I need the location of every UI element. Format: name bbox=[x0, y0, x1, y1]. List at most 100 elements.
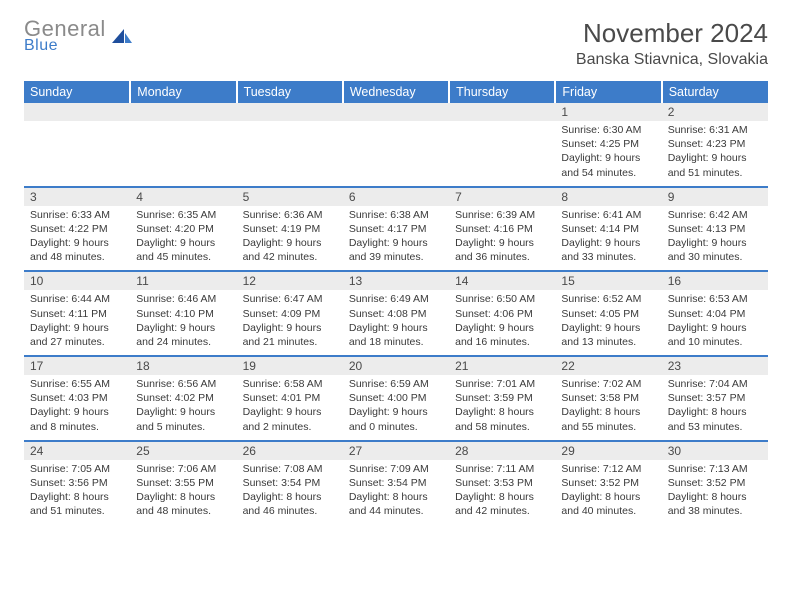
logo-text-blue: Blue bbox=[24, 38, 58, 54]
daylight-text: Daylight: 8 hours and 55 minutes. bbox=[561, 405, 655, 433]
day-cell: Sunrise: 6:46 AMSunset: 4:10 PMDaylight:… bbox=[130, 290, 236, 356]
sunrise-text: Sunrise: 7:04 AM bbox=[668, 377, 762, 391]
content-row: Sunrise: 6:33 AMSunset: 4:22 PMDaylight:… bbox=[24, 206, 768, 272]
day-number: 7 bbox=[449, 188, 555, 206]
day-number: 11 bbox=[130, 272, 236, 290]
day-number: 5 bbox=[237, 188, 343, 206]
sunset-text: Sunset: 3:54 PM bbox=[349, 476, 443, 490]
day-cell: Sunrise: 7:04 AMSunset: 3:57 PMDaylight:… bbox=[662, 375, 768, 441]
day-header: Monday bbox=[130, 81, 236, 103]
sunrise-text: Sunrise: 7:12 AM bbox=[561, 462, 655, 476]
sunrise-text: Sunrise: 6:52 AM bbox=[561, 292, 655, 306]
day-cell: Sunrise: 6:56 AMSunset: 4:02 PMDaylight:… bbox=[130, 375, 236, 441]
sunrise-text: Sunrise: 6:56 AM bbox=[136, 377, 230, 391]
daylight-text: Daylight: 9 hours and 27 minutes. bbox=[30, 321, 124, 349]
sunrise-text: Sunrise: 6:44 AM bbox=[30, 292, 124, 306]
daynum-row: 3456789 bbox=[24, 188, 768, 206]
sunset-text: Sunset: 4:25 PM bbox=[561, 137, 655, 151]
sunset-text: Sunset: 4:09 PM bbox=[243, 307, 337, 321]
day-cell: Sunrise: 7:11 AMSunset: 3:53 PMDaylight:… bbox=[449, 460, 555, 525]
day-cell bbox=[343, 121, 449, 187]
sunrise-text: Sunrise: 7:13 AM bbox=[668, 462, 762, 476]
day-number: 1 bbox=[555, 103, 661, 121]
logo: General Blue bbox=[24, 18, 134, 54]
day-header: Thursday bbox=[449, 81, 555, 103]
day-number: 26 bbox=[237, 442, 343, 460]
sunset-text: Sunset: 4:06 PM bbox=[455, 307, 549, 321]
day-number: 29 bbox=[555, 442, 661, 460]
sunrise-text: Sunrise: 7:11 AM bbox=[455, 462, 549, 476]
day-cell: Sunrise: 7:13 AMSunset: 3:52 PMDaylight:… bbox=[662, 460, 768, 525]
day-cell: Sunrise: 6:38 AMSunset: 4:17 PMDaylight:… bbox=[343, 206, 449, 272]
sunset-text: Sunset: 3:53 PM bbox=[455, 476, 549, 490]
day-number: 8 bbox=[555, 188, 661, 206]
day-cell: Sunrise: 6:50 AMSunset: 4:06 PMDaylight:… bbox=[449, 290, 555, 356]
day-number: 18 bbox=[130, 357, 236, 375]
sunrise-text: Sunrise: 6:31 AM bbox=[668, 123, 762, 137]
daylight-text: Daylight: 9 hours and 13 minutes. bbox=[561, 321, 655, 349]
day-number: 10 bbox=[24, 272, 130, 290]
daylight-text: Daylight: 9 hours and 36 minutes. bbox=[455, 236, 549, 264]
day-number: 4 bbox=[130, 188, 236, 206]
calendar-table: SundayMondayTuesdayWednesdayThursdayFrid… bbox=[24, 81, 768, 524]
day-cell: Sunrise: 6:44 AMSunset: 4:11 PMDaylight:… bbox=[24, 290, 130, 356]
sunset-text: Sunset: 3:55 PM bbox=[136, 476, 230, 490]
daylight-text: Daylight: 9 hours and 33 minutes. bbox=[561, 236, 655, 264]
day-cell bbox=[130, 121, 236, 187]
day-cell: Sunrise: 6:55 AMSunset: 4:03 PMDaylight:… bbox=[24, 375, 130, 441]
content-row: Sunrise: 6:55 AMSunset: 4:03 PMDaylight:… bbox=[24, 375, 768, 441]
sunrise-text: Sunrise: 6:39 AM bbox=[455, 208, 549, 222]
day-cell: Sunrise: 7:01 AMSunset: 3:59 PMDaylight:… bbox=[449, 375, 555, 441]
sunrise-text: Sunrise: 7:08 AM bbox=[243, 462, 337, 476]
day-number bbox=[24, 103, 130, 121]
daylight-text: Daylight: 9 hours and 42 minutes. bbox=[243, 236, 337, 264]
daylight-text: Daylight: 8 hours and 38 minutes. bbox=[668, 490, 762, 518]
day-number bbox=[130, 103, 236, 121]
daylight-text: Daylight: 9 hours and 8 minutes. bbox=[30, 405, 124, 433]
daylight-text: Daylight: 8 hours and 48 minutes. bbox=[136, 490, 230, 518]
sunset-text: Sunset: 4:08 PM bbox=[349, 307, 443, 321]
sunset-text: Sunset: 4:16 PM bbox=[455, 222, 549, 236]
day-number: 22 bbox=[555, 357, 661, 375]
sunset-text: Sunset: 4:14 PM bbox=[561, 222, 655, 236]
day-number: 20 bbox=[343, 357, 449, 375]
day-number bbox=[449, 103, 555, 121]
day-number: 25 bbox=[130, 442, 236, 460]
daylight-text: Daylight: 9 hours and 48 minutes. bbox=[30, 236, 124, 264]
day-number: 30 bbox=[662, 442, 768, 460]
day-cell: Sunrise: 7:02 AMSunset: 3:58 PMDaylight:… bbox=[555, 375, 661, 441]
sunrise-text: Sunrise: 7:02 AM bbox=[561, 377, 655, 391]
sunrise-text: Sunrise: 6:30 AM bbox=[561, 123, 655, 137]
sunset-text: Sunset: 4:10 PM bbox=[136, 307, 230, 321]
daylight-text: Daylight: 9 hours and 10 minutes. bbox=[668, 321, 762, 349]
daylight-text: Daylight: 9 hours and 30 minutes. bbox=[668, 236, 762, 264]
day-cell: Sunrise: 6:52 AMSunset: 4:05 PMDaylight:… bbox=[555, 290, 661, 356]
day-cell: Sunrise: 7:06 AMSunset: 3:55 PMDaylight:… bbox=[130, 460, 236, 525]
day-header-row: SundayMondayTuesdayWednesdayThursdayFrid… bbox=[24, 81, 768, 103]
sunrise-text: Sunrise: 6:59 AM bbox=[349, 377, 443, 391]
day-number: 12 bbox=[237, 272, 343, 290]
day-number: 15 bbox=[555, 272, 661, 290]
sunset-text: Sunset: 4:13 PM bbox=[668, 222, 762, 236]
sunrise-text: Sunrise: 6:35 AM bbox=[136, 208, 230, 222]
day-cell bbox=[24, 121, 130, 187]
day-cell: Sunrise: 6:53 AMSunset: 4:04 PMDaylight:… bbox=[662, 290, 768, 356]
day-number: 19 bbox=[237, 357, 343, 375]
day-header: Friday bbox=[555, 81, 661, 103]
day-cell: Sunrise: 6:58 AMSunset: 4:01 PMDaylight:… bbox=[237, 375, 343, 441]
daynum-row: 17181920212223 bbox=[24, 357, 768, 375]
sunrise-text: Sunrise: 6:58 AM bbox=[243, 377, 337, 391]
day-cell: Sunrise: 6:49 AMSunset: 4:08 PMDaylight:… bbox=[343, 290, 449, 356]
day-cell: Sunrise: 6:39 AMSunset: 4:16 PMDaylight:… bbox=[449, 206, 555, 272]
day-cell: Sunrise: 6:36 AMSunset: 4:19 PMDaylight:… bbox=[237, 206, 343, 272]
sunrise-text: Sunrise: 6:53 AM bbox=[668, 292, 762, 306]
content-row: Sunrise: 6:30 AMSunset: 4:25 PM Daylight:… bbox=[24, 121, 768, 187]
content-row: Sunrise: 7:05 AMSunset: 3:56 PMDaylight:… bbox=[24, 460, 768, 525]
sunset-text: Sunset: 4:23 PM bbox=[668, 137, 762, 151]
day-cell: Sunrise: 7:09 AMSunset: 3:54 PMDaylight:… bbox=[343, 460, 449, 525]
daylight-text: Daylight: 9 hours and 51 minutes. bbox=[668, 151, 762, 179]
sunset-text: Sunset: 4:05 PM bbox=[561, 307, 655, 321]
daynum-row: 10111213141516 bbox=[24, 272, 768, 290]
sunrise-text: Sunrise: 6:50 AM bbox=[455, 292, 549, 306]
sunrise-text: Sunrise: 6:49 AM bbox=[349, 292, 443, 306]
